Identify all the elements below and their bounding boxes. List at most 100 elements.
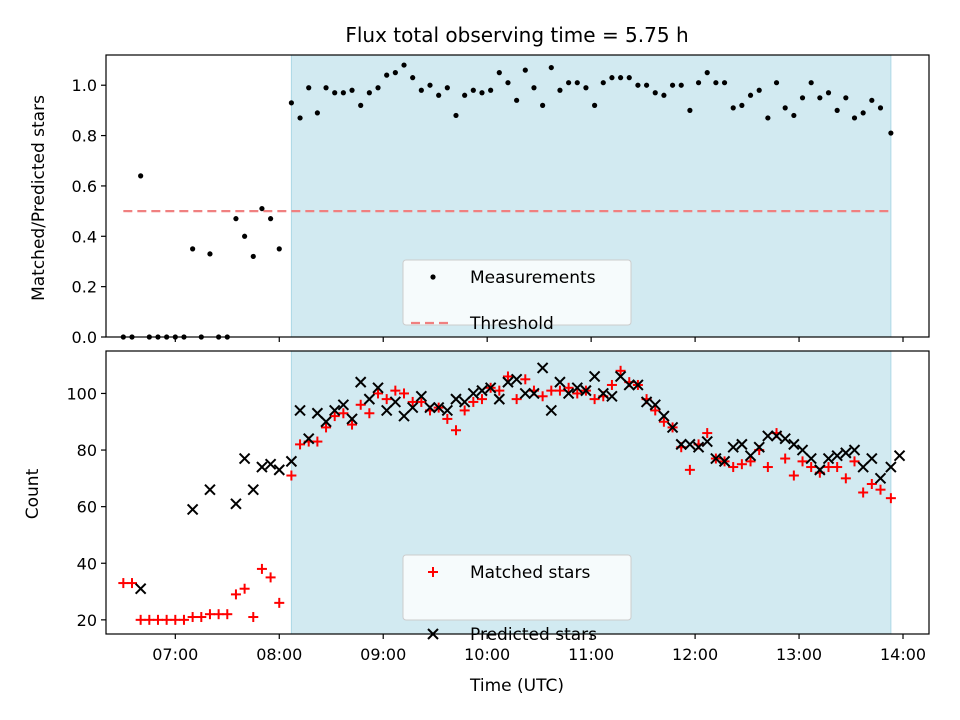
predicted-stars-point <box>874 472 887 485</box>
measurement-point <box>479 90 485 96</box>
predicted-stars-point <box>788 438 800 451</box>
measurement-point <box>557 87 563 93</box>
predicted-stars-point <box>588 370 601 383</box>
matched-stars-point <box>187 612 198 623</box>
predicted-stars-point <box>658 410 670 422</box>
matched-stars-point <box>797 456 808 467</box>
predicted-stars-point <box>389 396 402 408</box>
measurement-point <box>704 70 710 76</box>
matched-stars-point <box>658 416 669 427</box>
measurement-point <box>488 87 494 93</box>
predicted-stars-point <box>329 404 341 417</box>
predicted-stars-point <box>247 483 259 496</box>
y-tick-label: 80 <box>77 441 97 460</box>
chart-title: Flux total observing time = 5.75 h <box>345 23 688 47</box>
predicted-stars-point <box>736 438 748 451</box>
measurement-point <box>427 82 433 88</box>
measurement-point <box>888 130 894 136</box>
matched-stars-point <box>650 405 661 416</box>
predicted-stars-point <box>346 413 358 425</box>
measurement-point <box>669 82 676 88</box>
predicted-stars-point <box>649 399 661 411</box>
measurement-point <box>730 105 736 111</box>
measurement-point <box>765 115 771 121</box>
matched-stars-point <box>780 453 791 464</box>
predicted-stars-point <box>484 382 497 394</box>
legend-entry-label: Matched stars <box>470 563 590 583</box>
matched-stars-point <box>537 391 548 402</box>
matched-stars-point <box>196 612 207 623</box>
predicted-stars-point <box>432 401 445 414</box>
predicted-stars-point <box>256 461 268 473</box>
measurement-point <box>799 95 806 101</box>
x-tick-label: 09:00 <box>360 645 406 664</box>
measurement-point <box>323 85 329 91</box>
predicted-stars-point <box>606 390 618 402</box>
predicted-stars-point <box>632 379 644 391</box>
matched-stars-point <box>381 394 392 405</box>
measurement-point <box>687 107 693 113</box>
measurement-point <box>233 216 239 222</box>
measurement-point <box>207 251 213 257</box>
matched-stars-point <box>849 456 860 467</box>
matched-stars-point <box>312 436 323 447</box>
predicted-stars-point <box>337 399 350 411</box>
measurement-point <box>643 82 650 88</box>
predicted-stars-point <box>779 433 791 445</box>
matched-stars-point <box>589 394 600 405</box>
measurement-point <box>574 80 580 86</box>
measurement-point <box>297 115 303 121</box>
measurement-point <box>375 85 381 91</box>
predicted-stars-point <box>848 444 861 456</box>
legend: Matched stars Predicted stars <box>402 554 632 645</box>
predicted-stars-point <box>597 387 609 400</box>
measurement-point <box>739 102 745 108</box>
measurement-point <box>505 80 511 86</box>
measurement-point <box>242 233 248 239</box>
measurement-point <box>190 246 196 252</box>
measurement-point <box>583 85 589 91</box>
predicted-stars-point <box>770 430 783 442</box>
matched-stars-point <box>554 385 565 396</box>
predicted-stars-point <box>441 404 454 417</box>
legend: Measurements Threshold <box>402 259 632 334</box>
legend-matched-swatch <box>428 567 438 577</box>
predicted-stars-point <box>303 433 315 445</box>
predicted-stars-point <box>285 455 298 468</box>
y-tick-label: 40 <box>77 554 97 573</box>
matched-stars-point <box>858 487 869 498</box>
predicted-stars-point <box>528 387 540 400</box>
measurement-point <box>366 90 372 96</box>
predicted-stars-point <box>866 452 878 465</box>
predicted-stars-point <box>857 461 869 473</box>
predicted-stars-point <box>320 416 332 428</box>
y-tick-label: 1.0 <box>72 76 97 95</box>
measurement-point <box>773 80 780 86</box>
measurement-point <box>548 64 554 71</box>
matched-stars-point <box>135 614 146 625</box>
matched-stars-point <box>355 399 366 410</box>
matched-stars-point <box>702 428 713 439</box>
matched-stars-point <box>762 462 773 473</box>
predicted-stars-point <box>294 404 306 417</box>
predicted-stars-point <box>510 373 523 386</box>
y-tick-label: 0.6 <box>72 177 97 196</box>
matched-stars-point <box>152 614 163 625</box>
legend-predicted-swatch <box>427 628 439 640</box>
measurement-point <box>410 75 416 81</box>
matched-stars-point <box>399 388 410 399</box>
matched-stars-point <box>321 422 332 433</box>
measurement-point <box>332 90 338 96</box>
measurement-point <box>791 112 797 119</box>
matched-stars-point <box>520 374 531 385</box>
predicted-stars-point <box>814 464 826 476</box>
y-tick-label: 0.4 <box>72 227 97 246</box>
matched-stars-point <box>875 484 886 495</box>
measurement-point <box>617 75 624 81</box>
predicted-stars-point <box>273 464 285 476</box>
measurement-point <box>695 80 702 86</box>
predicted-stars-point <box>562 387 575 400</box>
predicted-stars-point <box>554 376 566 388</box>
measurement-point <box>522 67 528 73</box>
